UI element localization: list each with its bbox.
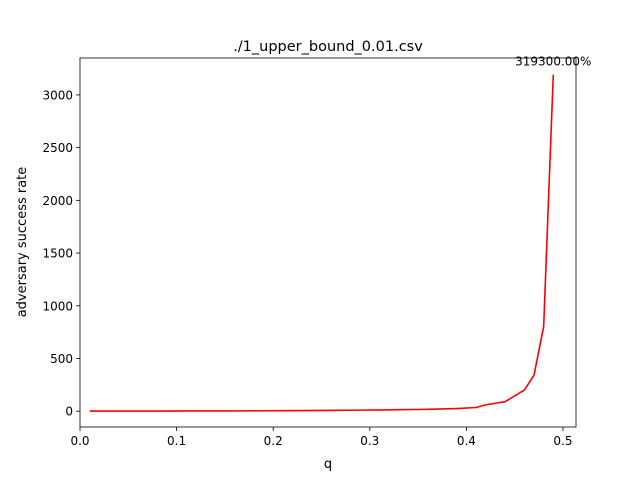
plot-frame [79, 57, 577, 428]
x-tick-label: 0.4 [457, 434, 476, 448]
data-annotation: 319300.00% [515, 55, 591, 69]
x-tick-label: 0.5 [553, 434, 572, 448]
x-tick-label: 0.2 [264, 434, 283, 448]
y-tick-label: 0 [65, 405, 73, 419]
series-line-0 [89, 74, 555, 412]
y-tick-label: 3000 [42, 88, 73, 102]
x-tick-label: 0.0 [70, 434, 89, 448]
x-axis-label: q [324, 457, 332, 472]
y-tick-label: 2000 [42, 194, 73, 208]
x-tick-label: 0.3 [360, 434, 379, 448]
x-tick-label: 0.1 [167, 434, 186, 448]
y-axis-label: adversary success rate [15, 167, 30, 318]
chart-title: ./1_upper_bound_0.01.csv [233, 39, 423, 55]
y-tick-label: 2500 [42, 141, 73, 155]
y-tick-label: 1000 [42, 299, 73, 313]
y-tick-label: 500 [50, 352, 73, 366]
plot-area: 0.0 0.1 0.2 0.3 0.4 0.5 0 500 1000 1500 2000 2500 30… [42, 55, 591, 448]
y-tick-label: 1500 [42, 247, 73, 261]
